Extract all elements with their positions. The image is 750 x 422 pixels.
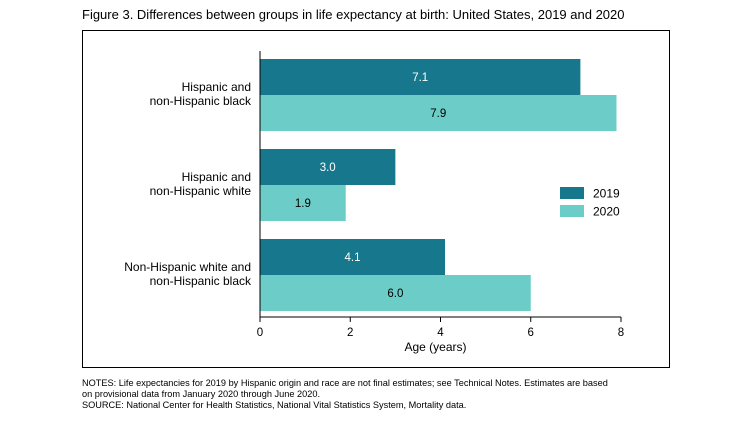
notes-line-2: on provisional data from January 2020 th… [82, 389, 321, 399]
category-label-1-line-2: non-Hispanic black [150, 94, 252, 108]
bar-2019-1 [260, 59, 581, 95]
category-label-3-line-1: Non-Hispanic white and [124, 260, 251, 274]
chart-frame: 7.1 7.9 Hispanic and non-Hispanic black 3.0 1… [82, 30, 670, 368]
category-label-3-line-2: non-Hispanic black [150, 274, 252, 288]
source-line: SOURCE: National Center for Health Stati… [82, 400, 467, 410]
legend-label-2020: 2020 [593, 205, 620, 219]
x-axis-title: Age (years) [404, 340, 466, 354]
bar-value-label-2019-2: 3.0 [320, 162, 336, 174]
category-label-2-line-1: Hispanic and [182, 170, 251, 184]
legend-label-2019: 2019 [593, 187, 620, 201]
bar-value-label-2019-1: 7.1 [412, 72, 428, 84]
category-label-2-line-2: non-Hispanic white [150, 184, 252, 198]
bar-2019-2 [260, 149, 396, 185]
bar-2020-1 [260, 95, 617, 131]
x-tick-label-8: 8 [618, 327, 624, 339]
legend-swatch-2019 [560, 187, 584, 199]
bar-2020-2 [260, 185, 346, 221]
x-tick-label-0: 0 [257, 327, 263, 339]
bar-value-label-2020-3: 6.0 [387, 288, 403, 300]
category-label-1-line-1: Hispanic and [182, 80, 251, 94]
x-tick-label-6: 6 [528, 327, 534, 339]
figure-title: Figure 3. Differences between groups in … [82, 7, 625, 22]
x-tick-label-4: 4 [437, 327, 444, 339]
bar-2019-3 [260, 239, 446, 275]
bar-value-label-2020-2: 1.9 [295, 198, 311, 210]
bar-value-label-2020-1: 7.9 [430, 108, 446, 120]
bar-2020-3 [260, 275, 531, 311]
x-tick-label-2: 2 [347, 327, 353, 339]
notes-line-1: NOTES: Life expectancies for 2019 by His… [82, 378, 608, 388]
legend-swatch-2020 [560, 205, 584, 217]
bar-value-label-2019-3: 4.1 [345, 252, 361, 264]
figure-notes: NOTES: Life expectancies for 2019 by His… [82, 378, 722, 411]
